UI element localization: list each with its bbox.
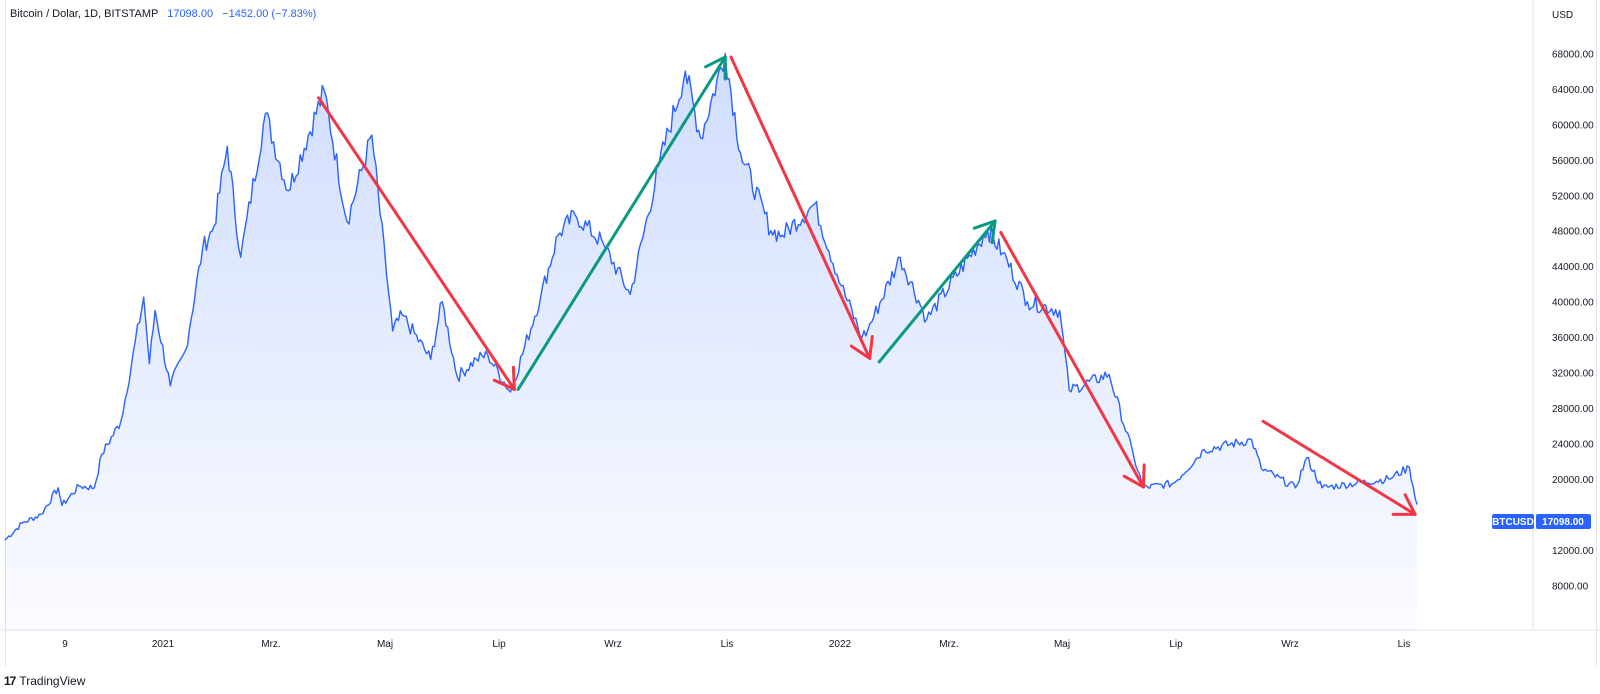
tradingview-brand-label: TradingView	[19, 674, 86, 688]
last-price-badge-label: 17098.00	[1542, 517, 1584, 528]
price-line	[4, 52, 1418, 541]
time-tick-label: Maj	[377, 639, 393, 650]
trend-arrow-3[interactable]	[729, 55, 874, 360]
time-axis-labels: 9 2021 Mrz. Maj Lip Wrz Lis 2022 Mrz. Maj Lip Wrz Li…	[62, 639, 1410, 650]
price-tick-label: 28000.00	[1552, 404, 1594, 415]
time-tick-label: Maj	[1054, 639, 1070, 650]
last-price-value: 17098.00	[167, 8, 214, 20]
price-area	[5, 53, 1417, 630]
trend-arrow-4[interactable]	[877, 219, 997, 364]
area-fill-layer	[5, 53, 1417, 630]
price-tick-label: 36000.00	[1552, 333, 1594, 344]
price-tick-label: 48000.00	[1552, 227, 1594, 238]
price-tick-label: 44000.00	[1552, 262, 1594, 273]
price-tick-label: 20000.00	[1552, 475, 1594, 486]
symbol-label: Bitcoin / Dolar, 1D, BITSTAMP	[10, 8, 159, 20]
price-tick-label: 12000.00	[1552, 546, 1594, 557]
time-tick-label: Lip	[1169, 639, 1183, 650]
time-tick-label: 9	[62, 639, 68, 650]
price-change-value: −1452.00 (−7.83%)	[222, 8, 317, 20]
ticker-badge-bg	[1492, 514, 1534, 529]
time-tick-label: Lip	[492, 639, 506, 650]
price-axis-labels: 68000.00 64000.00 60000.00 56000.00 52000.00…	[1552, 49, 1594, 592]
trend-arrow-2[interactable]	[516, 55, 727, 391]
price-tick-label: 60000.00	[1552, 120, 1594, 131]
trend-arrow-6[interactable]	[1261, 419, 1417, 516]
chart-frame	[5, 0, 1597, 666]
trend-arrow-1[interactable]	[317, 96, 516, 391]
price-line-layer	[4, 52, 1418, 541]
currency-label: USD	[1552, 10, 1573, 21]
ticker-badge-label: BTCUSD	[1492, 517, 1534, 528]
time-tick-label: 2022	[829, 639, 852, 650]
price-tick-label: 68000.00	[1552, 49, 1594, 60]
time-tick-label: Wrz	[604, 639, 622, 650]
price-tick-label: 52000.00	[1552, 191, 1594, 202]
time-tick-label: Wrz	[1281, 639, 1299, 650]
time-tick-label: Mrz.	[939, 639, 958, 650]
last-price-badge-bg	[1536, 514, 1591, 529]
price-tick-label: 56000.00	[1552, 156, 1594, 167]
price-tick-label: 8000.00	[1552, 581, 1589, 592]
price-tick-label: 40000.00	[1552, 298, 1594, 309]
time-tick-label: Lis	[1398, 639, 1411, 650]
chart-legend: Bitcoin / Dolar, 1D, BITSTAMP 17098.00 −…	[10, 8, 316, 20]
time-tick-label: Lis	[721, 639, 734, 650]
last-price-badge: 17098.00	[1536, 514, 1591, 529]
ticker-badge: BTCUSD	[1492, 514, 1534, 529]
price-tick-label: 64000.00	[1552, 85, 1594, 96]
price-tick-label: 24000.00	[1552, 439, 1594, 450]
tradingview-branding[interactable]: 17 TradingView	[4, 674, 85, 688]
annotation-arrows	[317, 55, 1417, 516]
time-tick-label: 2021	[152, 639, 175, 650]
time-tick-label: Mrz.	[261, 639, 280, 650]
price-chart[interactable]: 9 2021 Mrz. Maj Lip Wrz Lis 2022 Mrz. Maj Lip Wrz Li…	[0, 0, 1600, 666]
tradingview-logo-icon: 17	[4, 674, 16, 688]
trend-arrow-5[interactable]	[999, 231, 1146, 489]
price-tick-label: 32000.00	[1552, 369, 1594, 380]
